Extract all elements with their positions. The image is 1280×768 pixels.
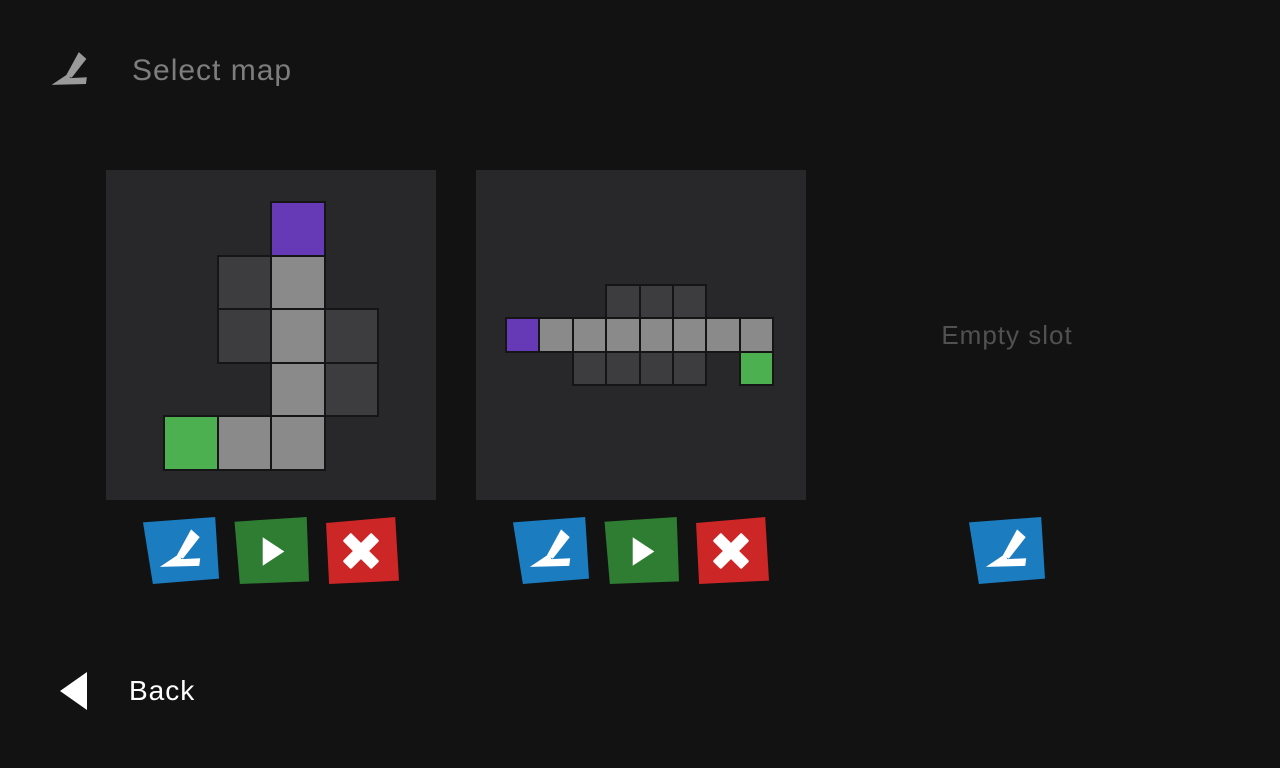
map-tile-dim [640, 286, 672, 318]
map-tile-goal [740, 352, 773, 385]
map-tile-dim [607, 286, 639, 318]
page-title: Select map [132, 54, 293, 87]
map-preview-panel [476, 170, 806, 500]
map-tile-dim [640, 352, 672, 385]
map-tile-dim [325, 310, 377, 362]
empty-slot-label: Empty slot [941, 320, 1073, 350]
map-tile-path [272, 363, 324, 415]
slot-actions [106, 517, 436, 584]
pencil-icon [159, 528, 201, 567]
empty-slot: Empty slot [842, 170, 1172, 590]
back-label: Back [129, 675, 196, 706]
map-tile-path [540, 319, 572, 351]
back-arrow-icon [60, 672, 87, 710]
pencil-icon [51, 52, 87, 85]
map-tile-dim [325, 363, 377, 415]
play-icon [262, 536, 285, 566]
map-tile-start [507, 319, 539, 351]
map-tile-path [674, 319, 706, 351]
map-preview-panel [106, 170, 436, 500]
map-tile-dim [607, 352, 639, 385]
delete-map-button[interactable] [696, 517, 769, 584]
map-tile-dim [674, 286, 706, 318]
page-header: Select map [48, 50, 292, 92]
map-tile-path [740, 319, 773, 351]
map-tile-path [218, 417, 270, 469]
map-tile-path [607, 319, 639, 351]
map-tile-goal [165, 417, 217, 469]
map-tile-dim [573, 352, 606, 385]
map-tile-path [707, 319, 739, 351]
slot-actions [842, 517, 1172, 584]
map-tile-path [640, 319, 672, 351]
play-map-button[interactable] [604, 517, 679, 584]
map-tile-start [272, 203, 324, 255]
delete-map-button[interactable] [326, 517, 399, 584]
play-icon [632, 536, 655, 566]
play-map-button[interactable] [234, 517, 309, 584]
map-tile-path [573, 319, 606, 351]
x-icon [713, 532, 749, 569]
edit-map-button[interactable] [969, 517, 1045, 584]
x-icon [343, 532, 379, 569]
map-tile-path [272, 417, 324, 469]
map-tile-dim [674, 352, 706, 385]
back-button[interactable]: Back [60, 672, 195, 710]
map-tile-dim [218, 310, 270, 362]
edit-map-button[interactable] [143, 517, 219, 584]
pencil-icon [985, 528, 1027, 567]
pencil-icon [529, 528, 571, 567]
slot-actions [476, 517, 806, 584]
map-tile-path [272, 310, 324, 362]
map-tile-path [272, 256, 324, 308]
map-slot-2 [476, 170, 806, 590]
map-slot-1 [106, 170, 436, 590]
map-tile-dim [218, 256, 270, 308]
edit-map-button[interactable] [513, 517, 589, 584]
